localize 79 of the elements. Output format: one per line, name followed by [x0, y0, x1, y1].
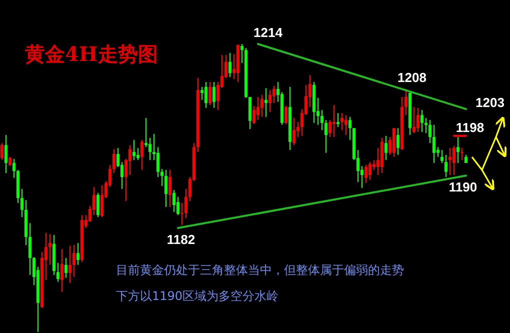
candlestick [168, 169, 172, 208]
candlestick [184, 188, 188, 218]
candlestick [60, 248, 64, 292]
candlestick [56, 262, 60, 282]
candlestick [228, 52, 232, 78]
candlestick [248, 96, 252, 130]
candlestick [424, 118, 428, 134]
candlestick [4, 134, 8, 174]
candlestick [416, 107, 420, 133]
candlestick [460, 147, 464, 161]
candlestick [0, 142, 4, 161]
candlestick [292, 118, 296, 146]
candlestick [268, 90, 272, 112]
candlestick [368, 162, 372, 180]
candlestick [208, 82, 212, 106]
candlestick [64, 257, 68, 278]
candlestick [440, 149, 444, 164]
candlestick [180, 202, 184, 226]
candlestick [256, 96, 260, 121]
candlestick [112, 148, 116, 174]
candlestick [20, 188, 24, 218]
candlestick [148, 137, 152, 161]
candlestick [260, 94, 264, 118]
candlestick [176, 196, 180, 216]
candlestick [156, 146, 160, 178]
candlestick [404, 88, 408, 116]
candlestick [28, 222, 32, 276]
candlestick [136, 147, 140, 161]
candlestick [344, 114, 348, 136]
annotation: 1214 [254, 25, 284, 40]
annotation: 下方以1190区域为多空分水岭 [116, 289, 279, 303]
candlestick [452, 145, 456, 176]
candlestick [384, 135, 388, 161]
candlestick [272, 86, 276, 104]
candlestick [144, 118, 148, 148]
candlestick [240, 44, 244, 64]
candlestick [324, 120, 328, 154]
annotation: 目前黄金仍处于三角整体当中，但整体属于偏弱的走势 [116, 263, 404, 277]
candlestick [160, 168, 164, 186]
candlestick [348, 116, 352, 140]
candlestick [444, 154, 448, 178]
candlestick [128, 144, 132, 176]
candlestick [340, 112, 344, 131]
candlestick [396, 128, 400, 156]
candlestick [48, 234, 52, 266]
candlestick [420, 109, 424, 133]
candlestick [284, 105, 288, 125]
candlestick [68, 245, 72, 284]
text: 1203 [476, 95, 504, 110]
annotation: 1182 [166, 232, 196, 248]
candlestick [264, 88, 268, 118]
candlestick [12, 158, 16, 178]
candlestick [364, 164, 368, 184]
candlestick [432, 124, 436, 164]
candlestick [164, 169, 168, 208]
candlestick [96, 192, 100, 218]
candlestick [412, 106, 416, 134]
candlestick [132, 139, 136, 161]
candlestick [76, 242, 80, 266]
candlestick [204, 82, 208, 108]
annotation: 1208 [398, 70, 426, 85]
candlestick [140, 139, 144, 170]
candlestick [332, 104, 336, 138]
candlestick [72, 244, 76, 278]
annotation: 1198 [456, 120, 484, 135]
candlestick [252, 105, 256, 125]
candlestick [428, 120, 432, 144]
candlestick [212, 82, 216, 108]
candlestick [336, 112, 340, 128]
candlestick [8, 156, 12, 167]
candlestick [456, 136, 460, 164]
candlestick [100, 184, 104, 218]
candlestick [200, 86, 204, 100]
annotation: 1190 [448, 180, 478, 195]
chart-title: 黄金4H走势图 [24, 42, 158, 66]
candlestick [328, 120, 332, 138]
candlestick [172, 190, 176, 212]
candlestick [320, 109, 324, 131]
candlestick [448, 147, 452, 176]
